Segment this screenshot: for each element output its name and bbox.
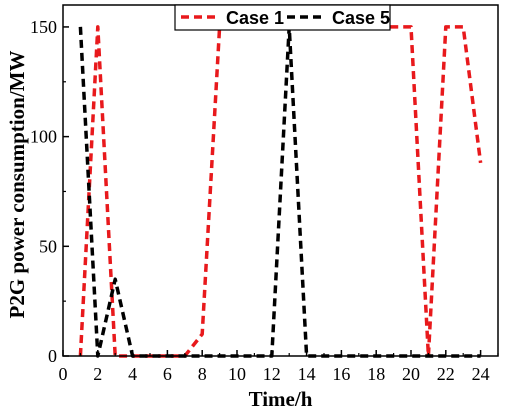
legend-box: [174, 4, 391, 31]
y-tick-label: 100: [30, 127, 57, 147]
x-axis-title: Time/h: [249, 387, 313, 410]
x-tick-label: 14: [298, 364, 316, 384]
x-axis: 0 2 4 6 8 10 12 14 16 18 20 22 24: [59, 350, 499, 384]
x-tick-label: 24: [472, 364, 490, 384]
x-tick-label: 0: [59, 364, 68, 384]
y-tick-label: 50: [39, 236, 57, 256]
series-line-1: [78, 25, 483, 358]
y-tick-label: 0: [48, 346, 57, 366]
x-tick-label: 8: [198, 364, 207, 384]
legend: Case 1 Case 5: [174, 4, 391, 31]
x-tick-label: 16: [332, 364, 350, 384]
x-tick-label: 22: [437, 364, 455, 384]
x-tick-label: 20: [402, 364, 420, 384]
x-tick-label: 2: [93, 364, 102, 384]
y-tick-label: 150: [30, 17, 57, 37]
x-tick-label: 6: [163, 364, 172, 384]
x-tick-label: 4: [128, 364, 137, 384]
y-axis-title: P2G power consumption/MW: [5, 51, 29, 319]
plot-lines: [78, 25, 483, 358]
x-tick-label: 12: [263, 364, 281, 384]
legend-label-2: Case 5: [332, 8, 390, 28]
y-axis: 0 50 100 150: [30, 17, 69, 366]
legend-label-1: Case 1: [226, 8, 284, 28]
x-tick-label: 18: [367, 364, 385, 384]
x-tick-label: 10: [228, 364, 246, 384]
